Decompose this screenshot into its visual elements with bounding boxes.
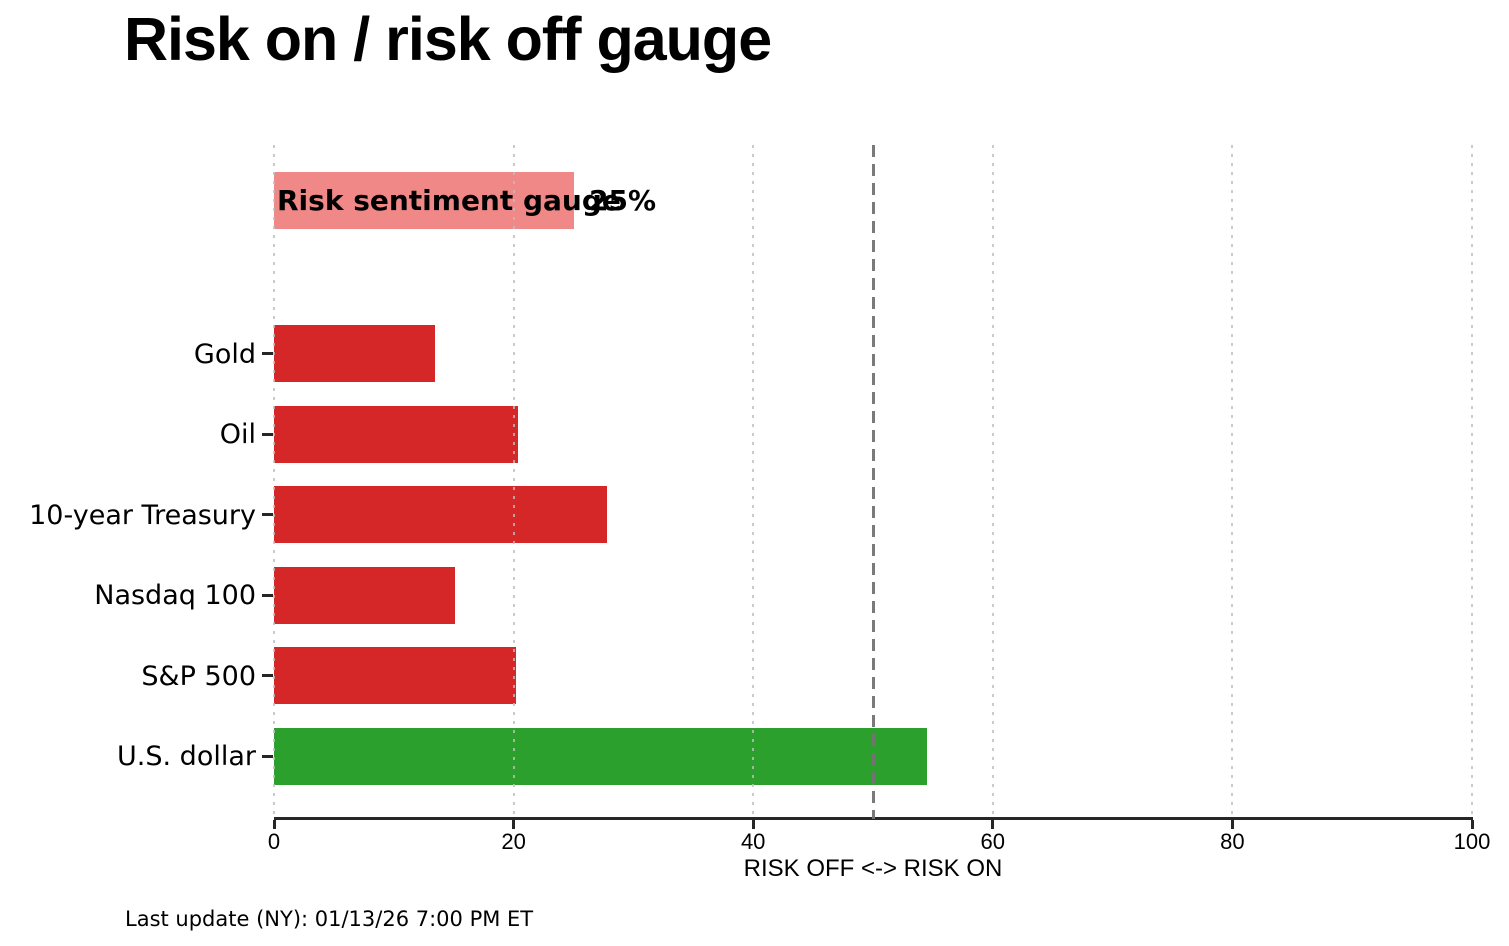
category-label-oil: Oil [219,419,256,450]
bar-oil [274,405,519,463]
x-tick-20 [512,820,516,829]
x-tick-label-20: 20 [501,829,526,854]
gridline-x-20 [512,145,515,819]
x-tick-80 [1230,820,1234,829]
y-tick-10-year-treasury [262,513,273,516]
gridline-x-0 [273,145,275,819]
risk-midpoint-dashed-line [871,145,875,819]
bar-u-s-dollar [274,727,927,785]
x-tick-40 [751,820,755,829]
bar-10-year-treasury [274,486,608,543]
chart-title: Risk on / risk off gauge [124,5,772,73]
x-tick-label-40: 40 [740,829,766,854]
y-tick-u-s-dollar [262,754,273,758]
last-update-text: Last update (NY): 01/13/26 7:00 PM ET [125,907,534,931]
bar-nasdaq-100 [274,566,455,624]
gauge-bar-label: Risk sentiment gauge [277,184,621,217]
y-tick-s-p-500 [262,674,273,677]
y-tick-nasdaq-100 [262,593,273,597]
y-tick-oil [262,432,273,436]
bar-gold [274,325,435,382]
x-tick-label-0: 0 [267,829,281,854]
category-label-10-year-treasury: 10-year Treasury [29,499,256,531]
x-tick-100 [1470,820,1474,829]
gridline-x-100 [1471,145,1473,819]
category-label-s-p-500: S&P 500 [141,660,256,692]
x-tick-label-80: 80 [1220,829,1245,854]
category-label-gold: Gold [193,338,256,370]
gridline-x-80 [1231,145,1234,819]
x-axis-label: RISK OFF <-> RISK ON [743,855,1003,882]
gridline-x-40 [752,145,755,819]
bar-s-p-500 [274,647,516,704]
category-label-u-s-dollar: U.S. dollar [117,741,256,772]
x-tick-0 [272,820,276,829]
gridline-x-60 [991,145,994,819]
gauge-value-label: 25% [589,184,657,217]
plot-area [273,145,1473,819]
x-tick-60 [991,820,995,829]
x-tick-label-100: 100 [1453,829,1491,854]
gauge-bar [274,172,574,229]
x-tick-label-60: 60 [980,829,1006,854]
category-label-nasdaq-100: Nasdaq 100 [94,580,256,611]
y-tick-gold [262,352,273,355]
